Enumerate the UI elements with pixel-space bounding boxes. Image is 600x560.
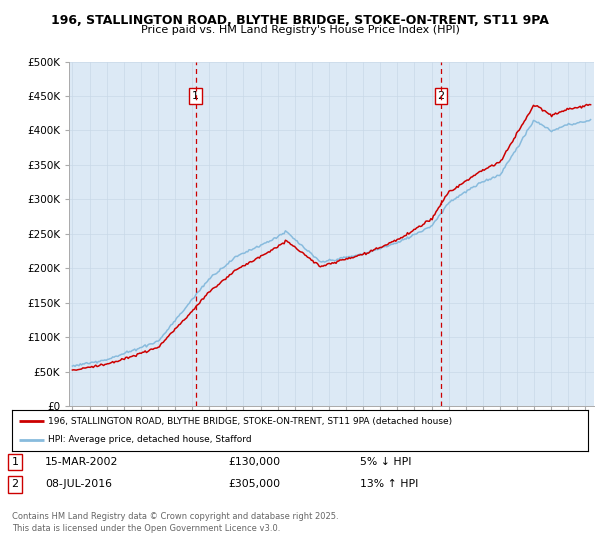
- Text: Contains HM Land Registry data © Crown copyright and database right 2025.
This d: Contains HM Land Registry data © Crown c…: [12, 512, 338, 533]
- Text: 13% ↑ HPI: 13% ↑ HPI: [360, 479, 418, 489]
- Text: £305,000: £305,000: [228, 479, 280, 489]
- Text: 2: 2: [437, 91, 445, 101]
- Text: 1: 1: [11, 457, 19, 467]
- Text: 196, STALLINGTON ROAD, BLYTHE BRIDGE, STOKE-ON-TRENT, ST11 9PA (detached house): 196, STALLINGTON ROAD, BLYTHE BRIDGE, ST…: [48, 417, 452, 426]
- Text: Price paid vs. HM Land Registry's House Price Index (HPI): Price paid vs. HM Land Registry's House …: [140, 25, 460, 35]
- Text: 15-MAR-2002: 15-MAR-2002: [45, 457, 118, 467]
- Text: £130,000: £130,000: [228, 457, 280, 467]
- Text: 5% ↓ HPI: 5% ↓ HPI: [360, 457, 412, 467]
- Text: 2: 2: [11, 479, 19, 489]
- Text: 08-JUL-2016: 08-JUL-2016: [45, 479, 112, 489]
- Text: 196, STALLINGTON ROAD, BLYTHE BRIDGE, STOKE-ON-TRENT, ST11 9PA: 196, STALLINGTON ROAD, BLYTHE BRIDGE, ST…: [51, 14, 549, 27]
- Text: HPI: Average price, detached house, Stafford: HPI: Average price, detached house, Staf…: [48, 436, 252, 445]
- Text: 1: 1: [192, 91, 199, 101]
